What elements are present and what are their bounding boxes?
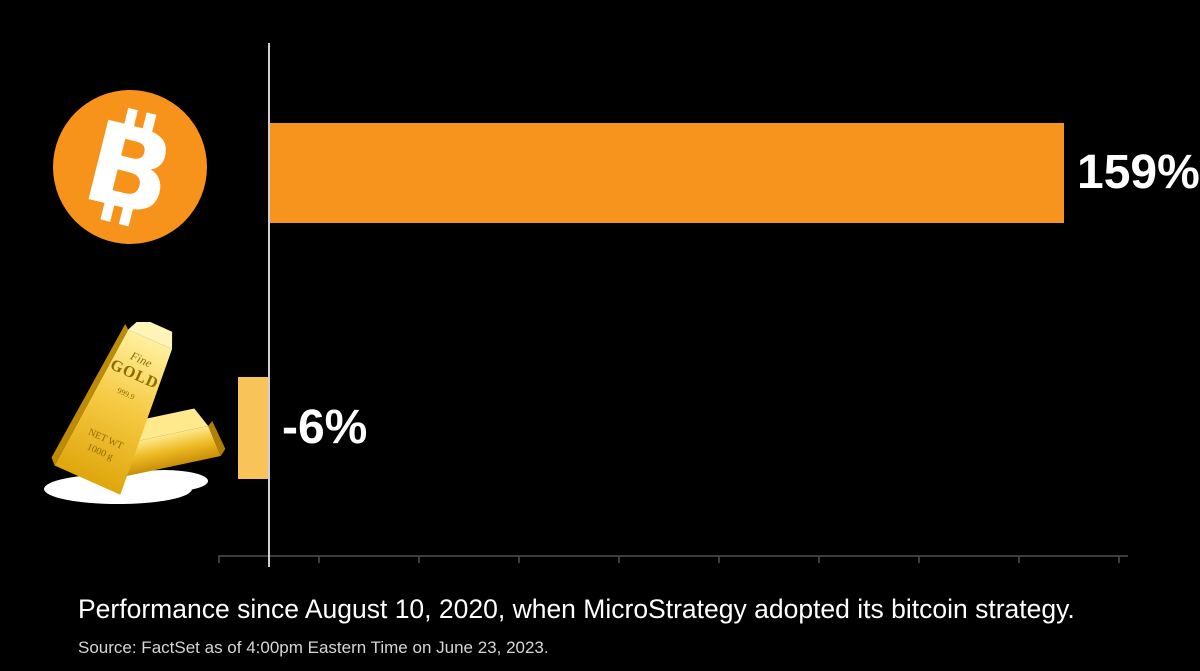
y-axis-line: [268, 43, 270, 567]
axis-tick: [1018, 555, 1020, 563]
gold-bars-icon: Fine GOLD 999.9 NET WT 1000 g: [44, 322, 226, 504]
bar-gold: [238, 377, 268, 479]
axis-tick: [618, 555, 620, 563]
gold-bar-back: [120, 408, 226, 478]
axis-tick: [718, 555, 720, 563]
axis-tick: [918, 555, 920, 563]
gold-bar-front: Fine GOLD 999.9 NET WT 1000 g: [51, 322, 173, 495]
value-label-gold: -6%: [282, 401, 368, 454]
bitcoin-logo-icon: B: [53, 90, 207, 244]
bitcoin-top-stroke: [123, 107, 138, 129]
chart-caption: Performance since August 10, 2020, when …: [78, 594, 1075, 624]
axis-tick: [518, 555, 520, 563]
axis-tick: [418, 555, 420, 563]
bar-bitcoin: [270, 123, 1064, 223]
gold-reflection: [120, 470, 208, 492]
bitcoin-bottom-stroke: [118, 205, 134, 227]
axis-tick: [818, 555, 820, 563]
bitcoin-top-stroke: [142, 112, 157, 134]
chart-source: Source: FactSet as of 4:00pm Eastern Tim…: [78, 638, 549, 657]
axis-tick: [1118, 555, 1120, 563]
value-label-bitcoin: 159%: [1077, 146, 1200, 199]
bitcoin-bottom-stroke: [100, 200, 115, 222]
axis-tick: [318, 555, 320, 563]
bitcoin-circle: [53, 90, 207, 244]
axis-tick: [218, 555, 220, 563]
x-axis-line: [218, 555, 1128, 563]
